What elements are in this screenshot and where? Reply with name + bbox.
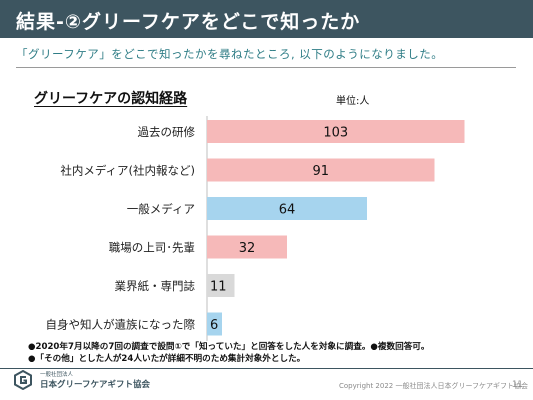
- footer-divider: [0, 368, 533, 369]
- bar: [207, 120, 465, 143]
- data-label: 11: [210, 280, 227, 295]
- subtitle: 「グリーフケア」をどこで知ったかを尋ねたところ, 以下のようになりました。: [16, 47, 444, 61]
- data-label: 103: [323, 126, 348, 141]
- data-label: 91: [312, 164, 329, 179]
- copyright: Copyright 2022 一般社団法人日本グリーフケアギフト協会: [339, 382, 529, 390]
- org-type: 一般社団法人: [40, 372, 74, 378]
- note-2: ●「その他」とした人が24人いたが詳細不明のため集計対象外とした。: [28, 354, 306, 364]
- category-label: 自身や知人が遺族になった際: [46, 318, 196, 332]
- category-label: 職場の上司･先輩: [109, 241, 195, 255]
- category-label: 社内メディア(社内報など): [60, 164, 195, 178]
- notes: ●2020年7月以降の7回の調査で設問①で「知っていた」と回答をした人を対象に調…: [28, 341, 429, 365]
- data-label: 6: [210, 318, 218, 333]
- bar: [207, 197, 367, 220]
- page-number: 11: [512, 380, 523, 390]
- unit-label: 単位:人: [336, 96, 370, 107]
- bar: [207, 235, 287, 259]
- bar: [207, 274, 235, 297]
- page-title: 結果-②グリーフケアをどこで知ったか: [16, 11, 361, 33]
- chart-title: グリーフケアの認知経路: [34, 91, 188, 107]
- category-label: 一般メディア: [127, 202, 195, 216]
- logo-icon: [14, 370, 32, 390]
- bar: [207, 158, 435, 182]
- data-label: 64: [279, 203, 296, 218]
- category-label: 業界紙・専門誌: [115, 279, 196, 293]
- divider: [16, 67, 516, 68]
- category-label: 過去の研修: [138, 125, 196, 139]
- note-1: ●2020年7月以降の7回の調査で設問①で「知っていた」と回答をした人を対象に調…: [28, 342, 430, 352]
- bar: [207, 312, 222, 336]
- header-bar: 結果-②グリーフケアをどこで知ったか: [0, 0, 533, 38]
- bar-chart: 過去の研修 103 社内メディア(社内報など) 91 一般メディア 64 職場の上司･先輩 3…: [46, 116, 465, 341]
- data-label: 32: [239, 241, 256, 256]
- org-name: 日本グリーフケアギフト協会: [40, 380, 150, 390]
